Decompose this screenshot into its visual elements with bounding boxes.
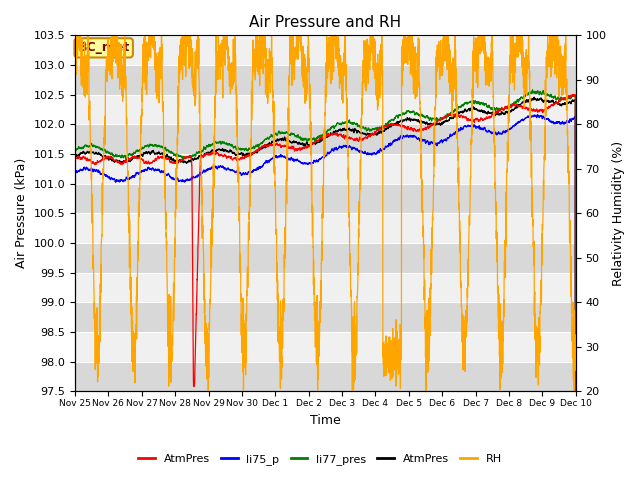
Bar <box>75 273 576 302</box>
Bar <box>75 362 576 391</box>
Bar <box>75 154 576 184</box>
Legend: AtmPres, li75_p, li77_pres, AtmPres, RH: AtmPres, li75_p, li77_pres, AtmPres, RH <box>134 450 506 469</box>
Bar <box>75 302 576 332</box>
Bar <box>75 243 576 273</box>
Bar <box>75 184 576 214</box>
Text: BC_met: BC_met <box>77 41 130 54</box>
Bar <box>75 124 576 154</box>
Bar <box>75 214 576 243</box>
Bar <box>75 332 576 362</box>
Bar <box>75 65 576 95</box>
Bar <box>75 95 576 124</box>
Y-axis label: Relativity Humidity (%): Relativity Humidity (%) <box>612 141 625 286</box>
Y-axis label: Air Pressure (kPa): Air Pressure (kPa) <box>15 158 28 268</box>
X-axis label: Time: Time <box>310 414 340 427</box>
Bar <box>75 36 576 65</box>
Title: Air Pressure and RH: Air Pressure and RH <box>250 15 401 30</box>
